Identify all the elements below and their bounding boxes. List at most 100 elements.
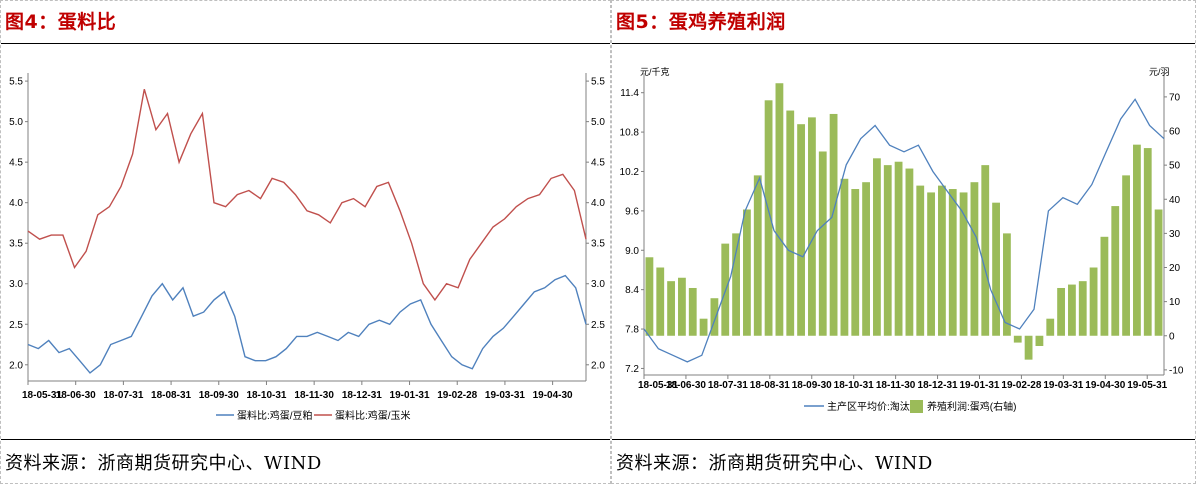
profit-bar [1046, 318, 1055, 336]
y-tick-label: 3.5 [9, 239, 23, 250]
profit-bar [916, 185, 925, 336]
left-chart-title: 图4：蛋料比 [5, 11, 117, 33]
profit-bar [1078, 281, 1087, 336]
y-tick-label: 2.5 [9, 320, 23, 331]
profit-bar [938, 185, 946, 336]
y-tick-label: 9.0 [625, 246, 639, 257]
x-tick-label: 18-10-31 [834, 380, 874, 391]
y-tick-label: 10.8 [620, 128, 640, 139]
legend-label: 养殖利润:蛋鸡(右轴) [927, 400, 1016, 413]
profit-bar [1057, 287, 1065, 336]
legend-swatch-bar [910, 400, 923, 413]
left-source-note: 资料来源：浙商期货研究中心、WIND [5, 453, 322, 474]
x-tick-label: 18-12-31 [342, 390, 382, 401]
y-tick-label: 8.4 [625, 285, 639, 296]
y-tick-label: 11.4 [620, 88, 639, 99]
profit-bar [1143, 148, 1152, 336]
profit-bar [1122, 175, 1130, 336]
y2-tick-label: 30 [1169, 229, 1181, 240]
right-title-rule [612, 43, 1195, 44]
egg-feed-ratio-chart: 2.0 2.5 3.0 3.5 4.0 4.5 5.0 5.5 2.0 2.5 3.0 3.5 4.0 4… [9, 73, 605, 422]
y2-tick-label: 50 [1169, 161, 1181, 172]
y-tick-label: 7.2 [625, 364, 639, 375]
profit-bar [1003, 233, 1011, 336]
profit-bar [775, 83, 784, 336]
x-tick-label: 18-09-30 [792, 380, 832, 391]
profit-bar [764, 100, 773, 336]
profit-bar [851, 189, 860, 336]
y-tick-label: 9.6 [625, 206, 639, 217]
y-tick-label: 2.0 [9, 360, 23, 371]
profit-bar [1068, 284, 1076, 336]
profit-bar [808, 117, 816, 336]
soymeal-ratio-line [27, 274, 587, 374]
x-tick-label: 19-04-30 [1085, 380, 1125, 391]
x-tick-label: 18-05-31 [22, 390, 62, 401]
profit-bar [970, 182, 979, 336]
profit-bar [1111, 206, 1120, 336]
profit-bar [797, 124, 805, 336]
y2-tick-label: 70 [1169, 92, 1181, 103]
profit-bar [688, 287, 697, 336]
y-tick-label: 5.5 [9, 77, 23, 88]
profit-bar [840, 178, 849, 336]
x-tick-label: 18-06-30 [666, 380, 706, 391]
x-tick-label: 19-05-31 [1127, 380, 1167, 391]
profit-bar [699, 318, 708, 336]
right-chart-title: 图5：蛋鸡养殖利润 [616, 11, 786, 33]
profit-bar [1133, 144, 1141, 336]
profit-bar [1035, 335, 1044, 346]
y-tick-label: 5.0 [9, 117, 23, 128]
profit-bar [645, 257, 654, 336]
profit-bar [1100, 236, 1109, 336]
left-axis-unit: 元/千克 [640, 67, 670, 77]
x-tick-label: 19-01-31 [390, 390, 430, 401]
culled-hen-price-line [643, 98, 1165, 363]
x-tick-label: 19-02-28 [437, 390, 477, 401]
profit-bar [1154, 209, 1163, 336]
profit-bar [862, 182, 870, 336]
profit-bar [656, 267, 665, 336]
profit-bar [753, 175, 762, 336]
x-tick-label: 18-08-31 [750, 380, 790, 391]
x-tick-label: 18-11-30 [294, 390, 334, 401]
profit-bar [959, 192, 968, 336]
y2-tick-label: 3.5 [591, 239, 605, 250]
profit-bar [883, 165, 892, 336]
profit-bar [992, 202, 1000, 336]
x-tick-label: 19-03-31 [485, 390, 525, 401]
profit-bar [1089, 267, 1098, 336]
x-tick-label: 18-07-31 [103, 390, 143, 401]
profit-bar [732, 233, 740, 336]
y2-tick-label: 60 [1169, 127, 1181, 138]
legend-label: 蛋料比:鸡蛋/玉米 [335, 409, 411, 422]
left-chart-panel: 图4：蛋料比 2.0 2.5 3.0 3.5 4.0 4.5 5.0 5.5 2.0 2.5 3.0… [0, 0, 611, 484]
right-axis-unit: 元/羽 [1149, 67, 1170, 77]
profit-bar [743, 209, 751, 336]
y-tick-label: 7.8 [625, 325, 639, 336]
profit-bar [948, 189, 957, 336]
x-tick-label: 18-10-31 [246, 390, 286, 401]
x-tick-label: 18-06-30 [56, 390, 96, 401]
legend-label: 主产区平均价:淘汰鸡 [827, 400, 920, 413]
corn-ratio-line [27, 89, 587, 302]
profit-bar [981, 165, 990, 336]
y2-tick-label: 2.5 [591, 320, 605, 331]
y2-tick-label: 10 [1169, 297, 1181, 308]
profit-bar [786, 110, 795, 336]
right-source-note: 资料来源：浙商期货研究中心、WIND [616, 453, 933, 474]
x-tick-label: 19-02-28 [1001, 380, 1041, 391]
y2-tick-label: 5.0 [591, 117, 605, 128]
layer-hen-profit-chart: 元/千克 元/羽 7.2 7.8 8.4 9.0 9.6 10.2 10.8 11.4 -10 0 10… [620, 67, 1184, 413]
y2-tick-label: 4.5 [591, 158, 605, 169]
profit-bar [873, 158, 881, 336]
profit-bar [678, 277, 686, 336]
x-tick-label: 18-08-31 [151, 390, 191, 401]
profit-bar [1013, 335, 1022, 343]
x-tick-label: 18-05-31 [638, 380, 678, 391]
profit-bar [710, 298, 719, 336]
profit-bar [1024, 335, 1033, 360]
x-tick-label: 19-01-31 [959, 380, 999, 391]
profit-bar [667, 281, 675, 336]
y2-tick-label: 3.0 [591, 279, 605, 290]
